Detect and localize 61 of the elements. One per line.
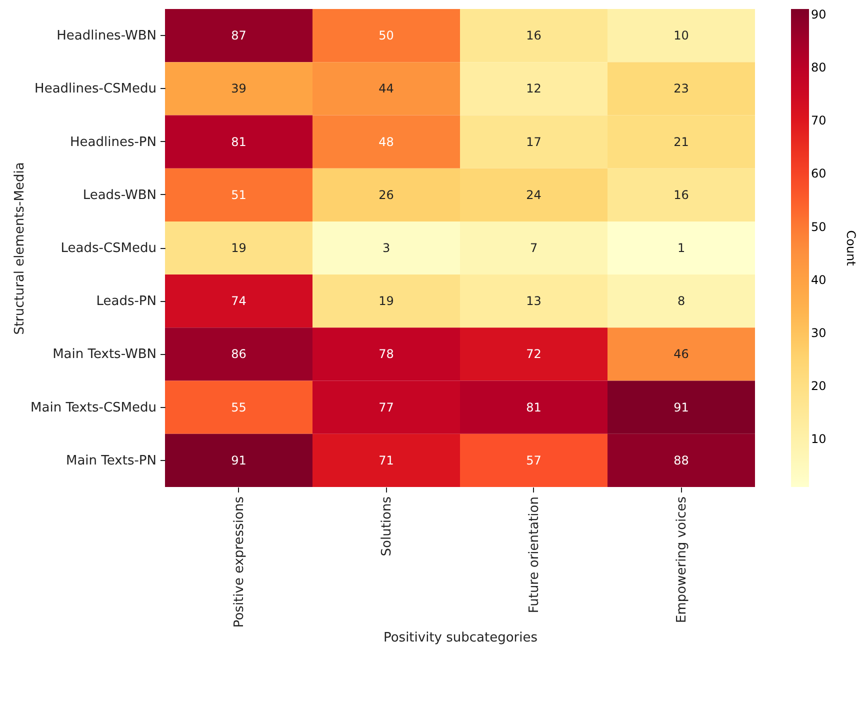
y-tick-label: Main Texts-PN: [66, 453, 156, 468]
y-tick-label: Main Texts-CSMedu: [30, 400, 156, 416]
data-label: 77: [378, 400, 394, 414]
data-label: 23: [674, 82, 689, 96]
data-label: 72: [526, 347, 542, 362]
color-bar-label: 10: [811, 432, 826, 446]
data-label: 10: [674, 28, 689, 43]
data-label: 48: [378, 134, 394, 149]
x-tick-label: Solutions: [379, 496, 394, 556]
data-label: 81: [526, 400, 542, 414]
data-label: 3: [382, 241, 390, 255]
data-label: 91: [231, 453, 246, 468]
x-tick-label: Positive expressions: [232, 496, 247, 628]
data-label: 44: [378, 82, 394, 96]
data-label: 12: [526, 82, 542, 96]
data-label: 19: [378, 294, 394, 308]
data-label: 74: [231, 294, 246, 308]
y-tick-label: Headlines-PN: [70, 134, 156, 150]
y-tick-label: Main Texts-WBN: [52, 347, 156, 362]
color-bar-label: 50: [811, 220, 826, 234]
color-bar-label: 60: [811, 166, 826, 181]
data-label: 46: [674, 347, 689, 362]
data-label: 7: [530, 241, 538, 255]
data-label: 26: [378, 188, 394, 202]
data-label: 21: [674, 134, 689, 149]
data-label: 17: [526, 134, 542, 149]
y-tick-label: Headlines-CSMedu: [34, 82, 156, 97]
data-label: 51: [231, 188, 246, 202]
data-label: 88: [674, 453, 689, 468]
data-label: 39: [231, 82, 246, 96]
data-label: 8: [677, 294, 686, 308]
data-label: 13: [526, 294, 542, 308]
data-label: 87: [231, 28, 246, 43]
color-bar-label: 90: [811, 7, 826, 22]
color-bar-label: 80: [811, 60, 826, 74]
data-label: 16: [526, 28, 542, 43]
x-tick-label: Empowering voices: [674, 496, 690, 623]
y-tick-label: Headlines-WBN: [56, 28, 156, 44]
y-axis-title: Structural elements-Media: [12, 162, 28, 335]
data-label: 57: [526, 453, 542, 468]
x-axis-title: Positivity subcategories: [383, 630, 538, 646]
data-label: 24: [526, 188, 542, 202]
data-label: 50: [378, 28, 394, 43]
color-bar-label: 70: [811, 114, 826, 128]
x-tick-label: Future orientation: [526, 496, 542, 614]
data-label: 81: [231, 134, 246, 149]
data-label: 16: [674, 188, 689, 202]
data-label: 55: [231, 400, 246, 414]
data-label: 78: [378, 347, 394, 362]
y-tick-label: Leads-PN: [96, 294, 156, 310]
y-tick-label: Leads-CSMedu: [60, 241, 156, 256]
color-bar-label: 20: [811, 379, 826, 394]
data-label: 1: [677, 241, 686, 255]
y-tick-label: Leads-WBN: [82, 188, 156, 203]
data-label: 91: [674, 400, 689, 414]
data-label: 86: [231, 347, 246, 362]
color-bar-label: 40: [811, 272, 826, 287]
data-label: 71: [378, 453, 394, 468]
color-bar-label: 30: [811, 326, 826, 340]
color-bar-title: Count: [844, 230, 858, 266]
data-label: 19: [231, 241, 246, 255]
